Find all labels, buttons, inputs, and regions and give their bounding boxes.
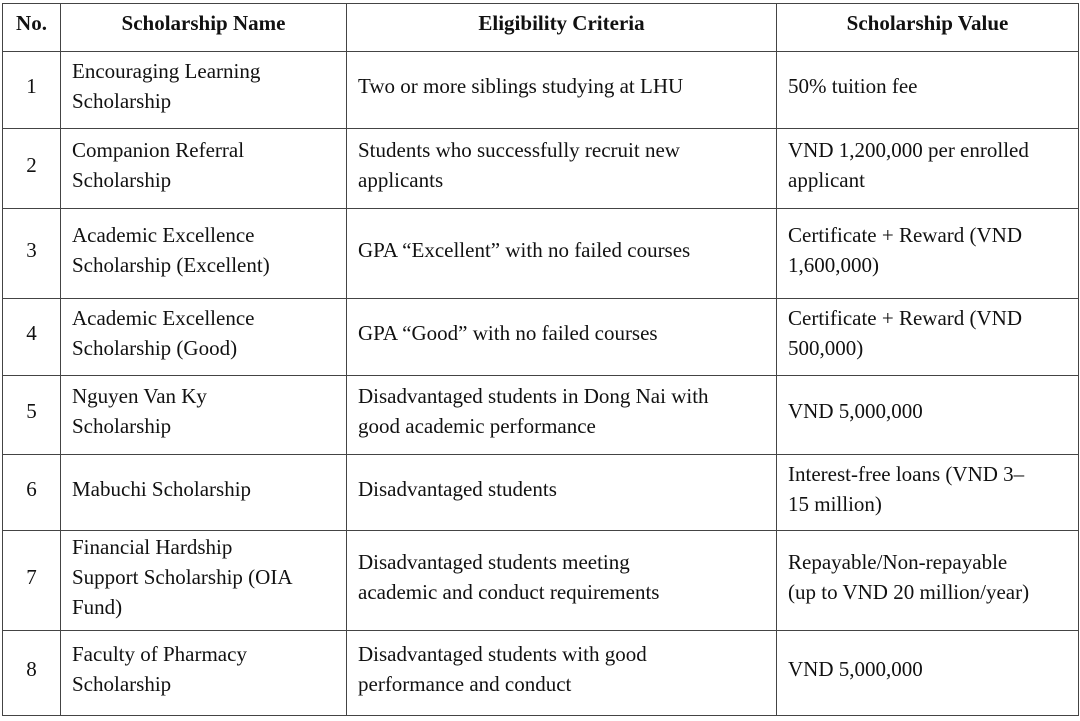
eligibility-criteria-cell: Disadvantaged students in Dong Nai with … [346, 375, 777, 455]
row-number: 3 [2, 208, 61, 299]
eligibility-criteria-cell: Disadvantaged students with good perform… [346, 630, 777, 716]
scholarship-name-cell: Encouraging Learning Scholarship [60, 51, 347, 129]
eligibility-criteria-cell: GPA “Good” with no failed courses [346, 298, 777, 376]
scholarship-name-cell: Faculty of Pharmacy Scholarship [60, 630, 347, 716]
header-eligibility-criteria: Eligibility Criteria [346, 3, 777, 52]
row-number: 7 [2, 530, 61, 631]
eligibility-criteria-cell: GPA “Excellent” with no failed courses [346, 208, 777, 299]
row-number: 2 [2, 128, 61, 209]
scholarship-value-cell: 50% tuition fee [776, 51, 1079, 129]
table-row: 8 Faculty of Pharmacy Scholarship Disadvan… [2, 630, 1079, 716]
table-row: 4 Academic Excellence Scholarship (Good) G… [2, 298, 1079, 376]
scholarship-table: No. Scholarship Name Eligibility Criteri… [2, 3, 1079, 716]
scholarship-value-cell: VND 5,000,000 [776, 375, 1079, 455]
eligibility-criteria-cell: Disadvantaged students [346, 454, 777, 531]
scholarship-name-cell: Academic Excellence Scholarship (Good) [60, 298, 347, 376]
row-number: 6 [2, 454, 61, 531]
scholarship-value-cell: Repayable/Non-repayable (up to VND 20 mi… [776, 530, 1079, 631]
scholarship-value-cell: Certificate + Reward (VND 1,600,000) [776, 208, 1079, 299]
row-number: 1 [2, 51, 61, 129]
eligibility-criteria-cell: Two or more siblings studying at LHU [346, 51, 777, 129]
table-row: 7 Financial Hardship Support Scholarship … [2, 530, 1079, 631]
header-scholarship-name: Scholarship Name [60, 3, 347, 52]
row-number: 8 [2, 630, 61, 716]
table-row: 1 Encouraging Learning Scholarship Two or … [2, 51, 1079, 129]
scholarship-value-cell: Certificate + Reward (VND 500,000) [776, 298, 1079, 376]
scholarship-name-cell: Financial Hardship Support Scholarship (… [60, 530, 347, 631]
header-row: No. Scholarship Name Eligibility Criteri… [2, 3, 1079, 52]
scholarship-name-cell: Academic Excellence Scholarship (Excelle… [60, 208, 347, 299]
header-scholarship-value: Scholarship Value [776, 3, 1079, 52]
table-row: 2 Companion Referral Scholarship Students … [2, 128, 1079, 209]
scholarship-value-cell: VND 1,200,000 per enrolled applicant [776, 128, 1079, 209]
table-row: 6 Mabuchi Scholarship Disadvantaged studen… [2, 454, 1079, 531]
scholarship-value-cell: VND 5,000,000 [776, 630, 1079, 716]
scholarship-name-cell: Companion Referral Scholarship [60, 128, 347, 209]
row-number: 5 [2, 375, 61, 455]
row-number: 4 [2, 298, 61, 376]
scholarship-value-cell: Interest-free loans (VND 3– 15 million) [776, 454, 1079, 531]
header-no: No. [2, 3, 61, 52]
scholarship-name-cell: Mabuchi Scholarship [60, 454, 347, 531]
table-row: 5 Nguyen Van Ky Scholarship Disadvantaged … [2, 375, 1079, 455]
eligibility-criteria-cell: Disadvantaged students meeting academic … [346, 530, 777, 631]
scholarship-name-cell: Nguyen Van Ky Scholarship [60, 375, 347, 455]
eligibility-criteria-cell: Students who successfully recruit new ap… [346, 128, 777, 209]
table-row: 3 Academic Excellence Scholarship (Excell… [2, 208, 1079, 299]
